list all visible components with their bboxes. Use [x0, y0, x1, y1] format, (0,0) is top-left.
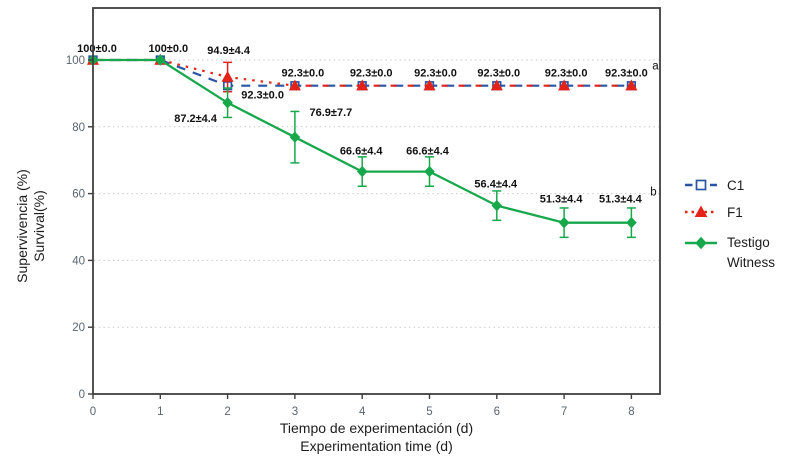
legend-label-c1: C1	[727, 177, 745, 193]
testigo-data-point	[491, 199, 503, 212]
y-axis-title-line-en: Survival(%)	[31, 190, 47, 262]
f1-data-point	[490, 79, 503, 91]
y-tick-label: 0	[79, 389, 85, 401]
x-tick-label: 2	[224, 406, 230, 418]
testigo-data-point	[558, 216, 570, 229]
testigo-data-point	[289, 131, 301, 143]
series-line	[93, 58, 296, 87]
x-axis-title: Tiempo de experimentación (d) Experiment…	[93, 419, 660, 455]
data-point-label: 92.3±0.0	[414, 68, 457, 80]
y-tick-label: 40	[72, 255, 85, 267]
point-labels: 100±0.0 100±0.0 94.9±4.4 92.3±0.0 87.2±4.4 92…	[77, 43, 659, 206]
testigo-data-point	[155, 54, 166, 66]
data-point-label: 92.3±0.0	[241, 90, 284, 102]
data-point-label: 100±0.0	[148, 43, 188, 55]
y-axis-title-line-es: Supervivencia (%)	[14, 169, 30, 283]
legend-label-testigo: Testigo Witness	[727, 233, 775, 273]
testigo-data-point	[222, 97, 233, 109]
f1-data-point	[288, 79, 301, 91]
data-point-label: 92.3±0.0	[282, 68, 325, 80]
legend-item-f1: F1	[684, 204, 743, 220]
x-tick-label: 6	[494, 406, 500, 418]
data-point-label: 87.2±4.4	[174, 113, 218, 125]
x-tick-label: 1	[157, 406, 163, 418]
significance-letter: b	[650, 187, 656, 199]
data-point-label: 66.6±4.4	[406, 146, 450, 158]
x-axis-title-line-es: Tiempo de experimentación (d)	[279, 420, 474, 436]
legend-label-testigo-en: Witness	[727, 255, 776, 270]
x-tick-label: 0	[90, 406, 96, 418]
data-point-label: 92.3±0.0	[477, 68, 520, 80]
series-f1	[86, 53, 638, 93]
x-axis-title-line-en: Experimentation time (d)	[300, 438, 453, 454]
y-tick-label: 60	[72, 189, 85, 201]
f1-data-point	[356, 79, 369, 91]
x-tick-label: 7	[561, 406, 567, 418]
y-tick-label: 80	[72, 122, 85, 134]
f1-dotted-triangle-key-icon	[685, 205, 717, 217]
testigo-data-point	[424, 165, 435, 178]
testigo-solid-diamond-key-icon	[685, 236, 717, 250]
data-point-label: 92.3±0.0	[350, 68, 393, 80]
legend-item-c1: C1	[684, 177, 744, 193]
x-tick-label: 4	[359, 406, 366, 418]
legend-item-testigo: Testigo Witness	[684, 233, 775, 273]
data-point-label: 92.3±0.0	[605, 68, 648, 80]
legend-label-f1: F1	[727, 204, 743, 220]
y-tick-label: 20	[72, 322, 85, 334]
panel-border	[92, 7, 661, 395]
f1-data-point	[558, 79, 571, 91]
data-point-label: 92.3±0.0	[545, 68, 588, 80]
x-tick-label: 3	[292, 406, 298, 418]
significance-letter: a	[652, 61, 659, 73]
data-point-label: 56.4±4.4	[474, 179, 518, 191]
y-tick-label: 100	[66, 55, 85, 67]
gridlines	[94, 59, 659, 328]
f1-data-point	[423, 79, 436, 91]
x-tick-label: 8	[628, 406, 634, 418]
data-point-label: 51.3±4.4	[540, 194, 584, 206]
data-point-label: 94.9±4.4	[207, 45, 251, 57]
testigo-data-point	[626, 216, 637, 229]
testigo-data-point	[356, 165, 368, 178]
c1-dashed-open-square-key-icon	[685, 179, 717, 191]
data-point-label: 51.3±4.4	[599, 194, 643, 206]
data-point-label: 76.9±7.7	[310, 107, 353, 119]
x-tick-label: 5	[426, 406, 432, 418]
f1-data-point	[221, 70, 234, 82]
data-point-label: 100±0.0	[77, 43, 117, 55]
legend-label-testigo-es: Testigo	[727, 235, 770, 250]
data-point-label: 66.6±4.4	[340, 146, 384, 158]
series-testigo-witness	[87, 54, 637, 239]
f1-data-point	[625, 79, 638, 91]
y-axis-title: Supervivencia (%) Survival(%)	[14, 56, 54, 396]
